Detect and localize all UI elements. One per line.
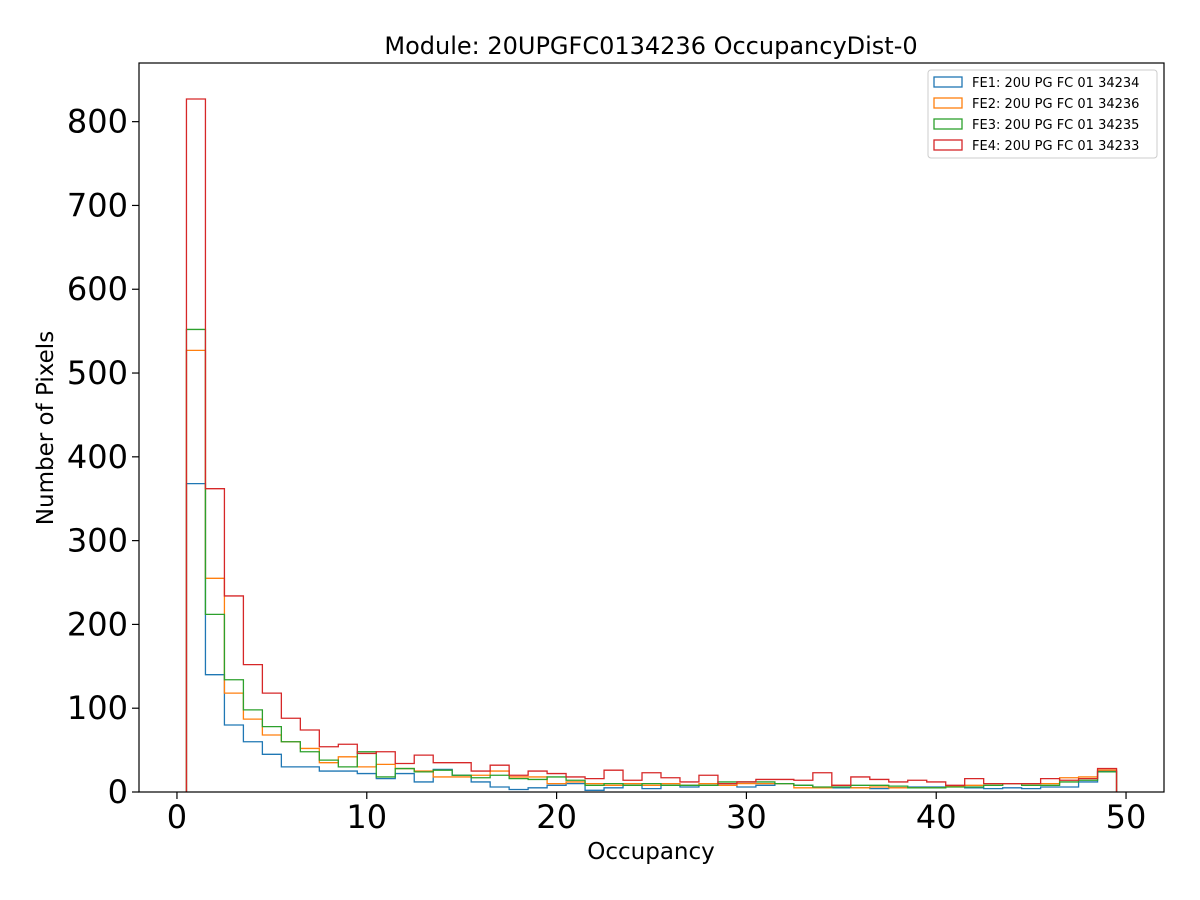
x-tick-label: 0 bbox=[167, 798, 187, 836]
series-3 bbox=[185, 328, 1118, 792]
legend-swatch bbox=[933, 118, 963, 130]
y-tick-label: 100 bbox=[67, 689, 128, 727]
series-4 bbox=[185, 98, 1118, 792]
legend-label: FE1: 20U PG FC 01 34234 bbox=[972, 76, 1139, 91]
legend-item: FE3: 20U PG FC 01 34235 bbox=[933, 118, 1139, 133]
y-axis-label: Number of Pixels bbox=[33, 331, 59, 525]
legend-item: FE4: 20U PG FC 01 34233 bbox=[933, 139, 1139, 154]
y-tick-label: 400 bbox=[67, 438, 128, 476]
series-step-line bbox=[185, 349, 1118, 792]
y-tick-label: 300 bbox=[67, 522, 128, 560]
legend-label: FE3: 20U PG FC 01 34235 bbox=[972, 118, 1139, 133]
series-step-line bbox=[185, 98, 1118, 792]
legend-label: FE2: 20U PG FC 01 34236 bbox=[972, 97, 1139, 112]
legend-label: FE4: 20U PG FC 01 34233 bbox=[972, 139, 1139, 154]
y-tick-label: 600 bbox=[67, 270, 128, 308]
y-tick-label: 700 bbox=[67, 186, 128, 224]
plot-frame bbox=[138, 62, 1165, 793]
legend-swatch bbox=[933, 97, 963, 109]
legend-item: FE2: 20U PG FC 01 34236 bbox=[933, 97, 1139, 112]
series-step-line bbox=[185, 328, 1118, 792]
x-tick-label: 20 bbox=[536, 798, 577, 836]
series-2 bbox=[185, 349, 1118, 792]
chart-title: Module: 20UPGFC0134236 OccupancyDist-0 bbox=[384, 32, 917, 60]
x-tick-label: 30 bbox=[726, 798, 767, 836]
x-tick-label: 50 bbox=[1106, 798, 1147, 836]
series-step-line bbox=[185, 482, 1118, 792]
y-tick-label: 500 bbox=[67, 354, 128, 392]
x-tick-label: 10 bbox=[346, 798, 387, 836]
legend-item: FE1: 20U PG FC 01 34234 bbox=[933, 76, 1139, 91]
y-tick-label: 0 bbox=[108, 773, 128, 811]
x-axis-label: Occupancy bbox=[587, 839, 715, 865]
legend: FE1: 20U PG FC 01 34234 FE2: 20U PG FC 01… bbox=[927, 69, 1158, 159]
y-tick-label: 800 bbox=[67, 103, 128, 141]
legend-frame bbox=[927, 69, 1158, 159]
series-layer bbox=[185, 98, 1118, 792]
y-tick-label: 200 bbox=[67, 605, 128, 643]
legend-swatch bbox=[933, 139, 963, 151]
series-1 bbox=[185, 482, 1118, 792]
legend-swatch bbox=[933, 76, 963, 88]
x-tick-label: 40 bbox=[916, 798, 957, 836]
